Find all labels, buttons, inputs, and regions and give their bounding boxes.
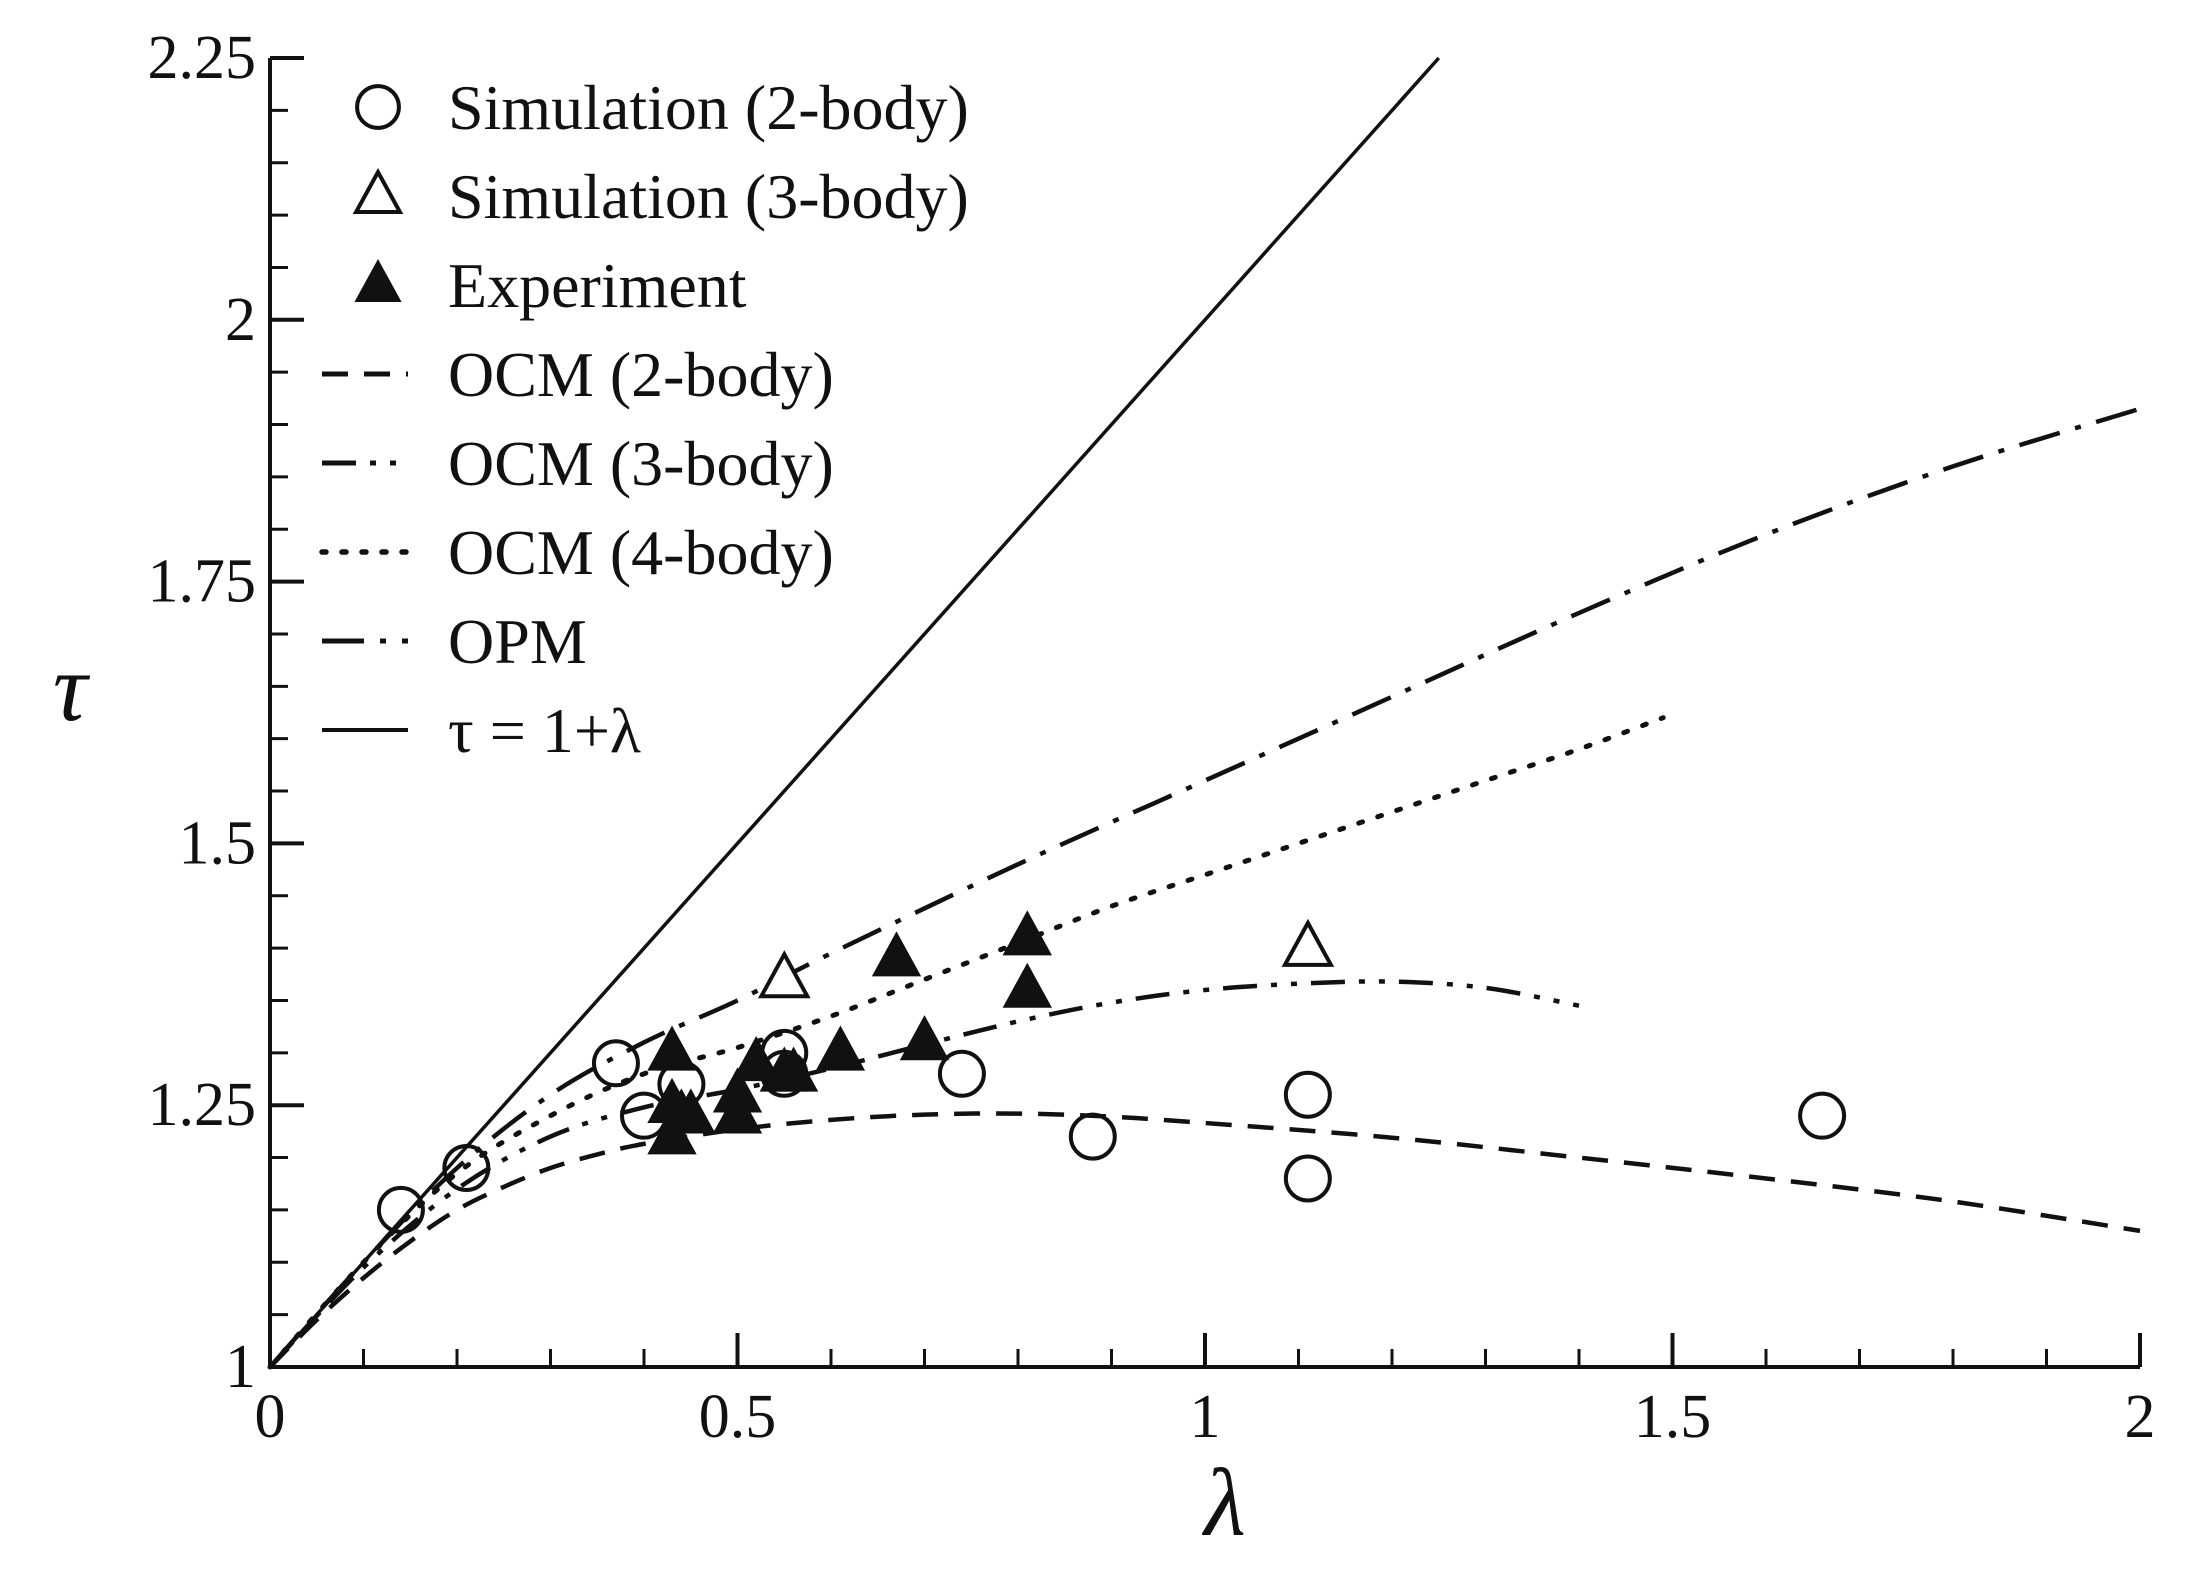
legend-label: OCM (2-body) [448, 339, 834, 410]
legend-item: Simulation (2-body) [355, 72, 969, 143]
y-tick-label: 1.25 [148, 1071, 257, 1139]
legend-swatch [355, 84, 401, 130]
legend-label: OCM (3-body) [448, 428, 834, 499]
data-point-experiment [1002, 910, 1052, 956]
legend-item: OPM [322, 606, 587, 677]
data-point-experiment [647, 1025, 697, 1071]
series-line-ocm-2-body [268, 1111, 2141, 1369]
legend-item: OCM (2-body) [322, 339, 834, 410]
data-point-experiment [871, 931, 922, 977]
y-tick-label: 1.5 [179, 809, 257, 877]
y-tick-label: 1 [225, 1333, 256, 1401]
axes: 0 0.5 1 1.5 2 1 1.25 1.5 1.75 2 2.25 [148, 24, 2156, 1451]
data-point-simulation-2-body [1798, 1091, 1847, 1140]
legend-item: Experiment [354, 250, 747, 321]
legend-label: OPM [448, 606, 587, 677]
data-point-simulation-3-body [757, 950, 811, 999]
x-tick-label: 1 [1190, 1383, 1221, 1451]
x-tick-label: 0 [255, 1383, 286, 1451]
legend: Simulation (2-body) Simulation (3-body) Ex… [319, 72, 969, 766]
legend-label: OCM (4-body) [448, 517, 834, 588]
series-line-ocm-4-body [267, 715, 1666, 1370]
y-tick-label: 2.25 [148, 24, 257, 92]
legend-item: Simulation (3-body) [352, 161, 969, 232]
legend-swatch [352, 167, 404, 214]
x-tick-label: 1.5 [1634, 1383, 1712, 1451]
y-tick-label: 1.75 [148, 548, 257, 616]
y-tick-label: 2 [225, 286, 256, 354]
x-axis-title: λ [1201, 1449, 1246, 1556]
y-axis-title: τ [53, 634, 91, 741]
data-point-simulation-2-body [1283, 1070, 1332, 1119]
legend-label: Simulation (2-body) [448, 72, 969, 143]
x-tick-label: 0.5 [699, 1383, 777, 1451]
legend-label: τ = 1+λ [448, 695, 641, 766]
x-tick-label: 2 [2125, 1383, 2156, 1451]
series-line-1 [268, 56, 1441, 1369]
data-point-experiment [1002, 962, 1052, 1008]
data-point-simulation-2-body [591, 1039, 640, 1088]
data-point-simulation-2-body [376, 1185, 425, 1234]
legend-label: Simulation (3-body) [448, 161, 969, 232]
data-point-simulation-2-body [1068, 1112, 1117, 1161]
data-point-experiment [712, 1067, 763, 1113]
data-point-simulation-2-body [937, 1049, 986, 1098]
series-markers [376, 910, 1847, 1234]
data-point-simulation-2-body [1283, 1154, 1332, 1203]
data-point-experiment [731, 1036, 781, 1082]
data-point-simulation-2-body [442, 1144, 491, 1193]
data-point-experiment [666, 1088, 716, 1134]
data-point-simulation-3-body [1281, 918, 1335, 967]
legend-swatch [354, 259, 402, 302]
legend-label: Experiment [448, 250, 747, 321]
data-point-experiment [899, 1015, 950, 1061]
legend-item: OCM (3-body) [322, 428, 834, 499]
legend-item: τ = 1+λ [322, 695, 641, 766]
data-point-experiment [815, 1025, 866, 1071]
legend-item: OCM (4-body) [319, 517, 834, 588]
data-point-experiment [768, 1046, 819, 1092]
